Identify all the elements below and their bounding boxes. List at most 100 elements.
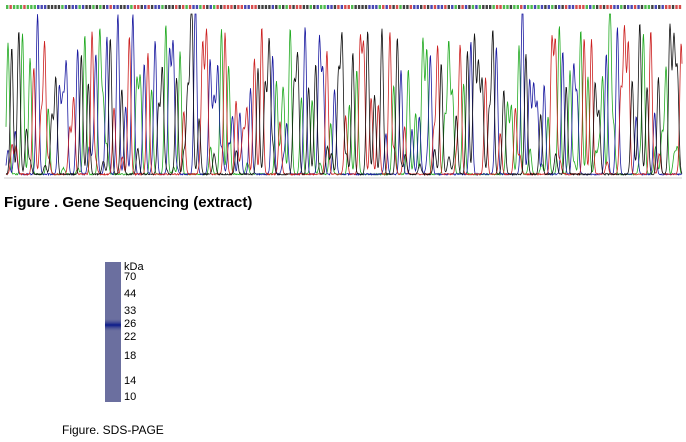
base-call-glyph <box>40 5 43 9</box>
base-call-glyph <box>12 5 16 9</box>
base-call-glyph <box>440 5 444 9</box>
base-call-glyph <box>513 5 516 9</box>
base-call-glyph <box>144 5 147 9</box>
base-call-glyph <box>413 5 416 9</box>
base-call-glyph <box>164 5 168 9</box>
base-call-glyph <box>385 5 388 9</box>
base-call-glyph <box>499 5 502 9</box>
base-call-glyph <box>147 5 150 9</box>
base-call-glyph <box>295 5 299 9</box>
base-call-glyph <box>123 5 126 9</box>
base-call-glyph <box>375 5 378 9</box>
base-call-glyph <box>137 5 140 9</box>
base-call-glyph <box>475 5 478 9</box>
base-call-glyph <box>368 5 371 9</box>
base-call-glyph <box>50 5 54 9</box>
base-call-glyph <box>613 5 616 9</box>
base-call-glyph <box>530 5 533 9</box>
base-call-glyph <box>651 5 654 9</box>
base-call-glyph <box>240 5 243 9</box>
base-call-glyph <box>540 5 544 9</box>
base-call-glyph <box>627 5 630 9</box>
base-call-glyph <box>257 5 261 9</box>
base-call-glyph <box>254 5 257 9</box>
base-call-glyph <box>247 5 250 9</box>
base-call-glyph <box>102 5 105 9</box>
base-call-glyph <box>337 5 340 9</box>
marker-label: 10 <box>124 391 136 403</box>
base-call-glyph <box>599 5 602 9</box>
base-call-glyph <box>551 5 554 9</box>
marker-label: 14 <box>124 375 136 387</box>
base-call-glyph <box>388 5 392 9</box>
base-call-glyph <box>406 5 409 9</box>
marker-label: 18 <box>124 350 136 362</box>
base-call-glyph <box>433 5 437 9</box>
base-call-glyph <box>640 5 644 9</box>
base-call-glyph <box>589 5 592 9</box>
marker-label: 70 <box>124 271 136 283</box>
base-call-glyph <box>340 5 344 9</box>
marker-label: 26 <box>124 318 136 330</box>
base-call-glyph <box>71 5 74 9</box>
base-call-glyph <box>520 5 523 9</box>
base-call-glyph <box>223 5 226 9</box>
base-call-glyph <box>402 5 406 9</box>
base-call-glyph <box>202 5 206 9</box>
base-call-glyph <box>57 5 61 9</box>
base-call-glyph <box>654 5 657 9</box>
base-call-glyph <box>261 5 264 9</box>
base-call-glyph <box>561 5 564 9</box>
base-call-glyph <box>623 5 626 9</box>
base-call-glyph <box>578 5 582 9</box>
unit-label: kDa <box>124 261 144 273</box>
base-call-glyph <box>630 5 633 9</box>
base-call-glyph <box>85 5 88 9</box>
base-call-glyph <box>395 5 399 9</box>
base-call-glyph <box>595 5 599 9</box>
base-call-glyph <box>181 5 185 9</box>
base-call-glyph <box>216 5 219 9</box>
base-call-glyph <box>568 5 571 9</box>
base-call-glyph <box>99 5 102 9</box>
base-call-glyph <box>78 5 81 9</box>
base-call-glyph <box>482 5 485 9</box>
base-call-glyph <box>509 5 513 9</box>
base-call-glyph <box>633 5 637 9</box>
base-call-glyph <box>309 5 312 9</box>
base-call-glyph <box>426 5 430 9</box>
base-call-glyph <box>268 5 271 9</box>
base-call-glyph <box>409 5 413 9</box>
base-call-glyph <box>647 5 651 9</box>
base-call-glyph <box>447 5 450 9</box>
base-call-glyph <box>637 5 640 9</box>
base-call-glyph <box>516 5 519 9</box>
base-call-glyph <box>68 5 71 9</box>
base-call-glyph <box>126 5 130 9</box>
base-call-glyph <box>354 5 357 9</box>
base-call-glyph <box>478 5 482 9</box>
base-call-glyph <box>140 5 143 9</box>
base-call-glyph <box>81 5 85 9</box>
base-call-glyph <box>357 5 361 9</box>
base-call-glyph <box>264 5 268 9</box>
base-call-glyph <box>219 5 223 9</box>
base-call-glyph <box>361 5 364 9</box>
base-call-glyph <box>678 5 682 9</box>
base-call-glyph <box>506 5 509 9</box>
base-call-glyph <box>430 5 433 9</box>
base-call-glyph <box>533 5 537 9</box>
base-call-glyph <box>23 5 26 9</box>
base-call-glyph <box>54 5 57 9</box>
base-call-glyph <box>92 5 95 9</box>
base-call-glyph <box>582 5 585 9</box>
base-call-glyph <box>206 5 209 9</box>
base-call-glyph <box>285 5 288 9</box>
marker-label: 22 <box>124 331 136 343</box>
base-call-glyph <box>116 5 119 9</box>
base-call-glyph <box>6 5 9 9</box>
base-call-glyph <box>199 5 202 9</box>
base-call-glyph <box>61 5 64 9</box>
